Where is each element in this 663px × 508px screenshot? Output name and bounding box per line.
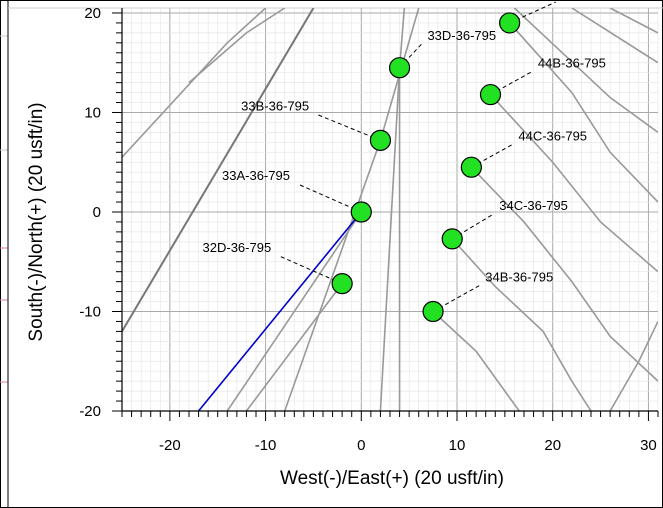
well-marker — [460, 156, 482, 178]
offset-well-path — [188, 8, 286, 84]
well-labels: 44A-36-795 33D-36-795 44B-36-795 33B-36-795… — [203, 0, 630, 285]
y-tick-label: -20 — [79, 403, 101, 420]
offset-well-path — [571, 8, 658, 64]
offset-well-path — [513, 8, 658, 134]
label-leader-line — [278, 255, 343, 285]
well-marker — [479, 83, 502, 106]
well-marker — [422, 300, 444, 323]
x-tick-label: -10 — [255, 437, 277, 454]
grid — [121, 8, 659, 412]
subject-well-line — [197, 211, 362, 411]
axes: -20 -10 0 10 20 30 -20 -10 0 10 20 — [79, 5, 659, 454]
x-tick-label: 10 — [449, 437, 466, 454]
label-leader-line — [399, 43, 423, 69]
well-marker — [350, 201, 372, 223]
well-marker — [499, 12, 521, 34]
well-label: 44C-36-795 — [518, 128, 587, 143]
well-marker — [388, 57, 411, 79]
offset-well-path — [489, 94, 658, 273]
well-label: 33B-36-795 — [241, 98, 309, 113]
offset-well-path — [609, 8, 658, 34]
label-leader-line — [316, 114, 381, 141]
offset-well-path — [226, 211, 362, 411]
well-label: 44A-36-795 — [562, 0, 630, 1]
offset-well-path — [122, 8, 267, 158]
offset-well-path — [122, 8, 315, 332]
well-label: 34C-36-795 — [499, 198, 568, 213]
x-tick-label: 20 — [544, 437, 561, 454]
x-axis-title: West(-)/East(+) (20 usft/in) — [280, 468, 504, 489]
x-tick-label: 0 — [357, 437, 365, 454]
label-leader-line — [297, 183, 362, 213]
well-marker — [441, 228, 463, 250]
well-label: 33D-36-795 — [427, 28, 496, 43]
offset-well-path — [432, 310, 520, 411]
y-tick-label: 0 — [93, 204, 101, 221]
well-markers — [331, 12, 521, 323]
subject-well-path — [197, 211, 362, 411]
offset-well-path — [609, 321, 658, 411]
y-tick-label: 20 — [84, 5, 101, 22]
offset-well-path — [451, 238, 592, 411]
y-tick-label: 10 — [84, 104, 101, 121]
y-axis-title: South(-)/North(+) (20 usft/in) — [26, 102, 47, 341]
offset-well-path — [470, 166, 658, 382]
offset-well-path — [509, 22, 658, 203]
well-marker — [331, 273, 353, 295]
well-marker — [369, 129, 392, 151]
x-tick-label: -20 — [159, 437, 181, 454]
x-tick-label: 30 — [640, 437, 657, 454]
well-label: 32D-36-795 — [203, 240, 272, 255]
well-label: 44B-36-795 — [538, 56, 606, 71]
y-tick-label: -10 — [79, 303, 101, 320]
well-label: 34B-36-795 — [485, 270, 553, 285]
well-label: 33A-36-795 — [222, 168, 290, 183]
offset-well-path — [245, 283, 343, 411]
